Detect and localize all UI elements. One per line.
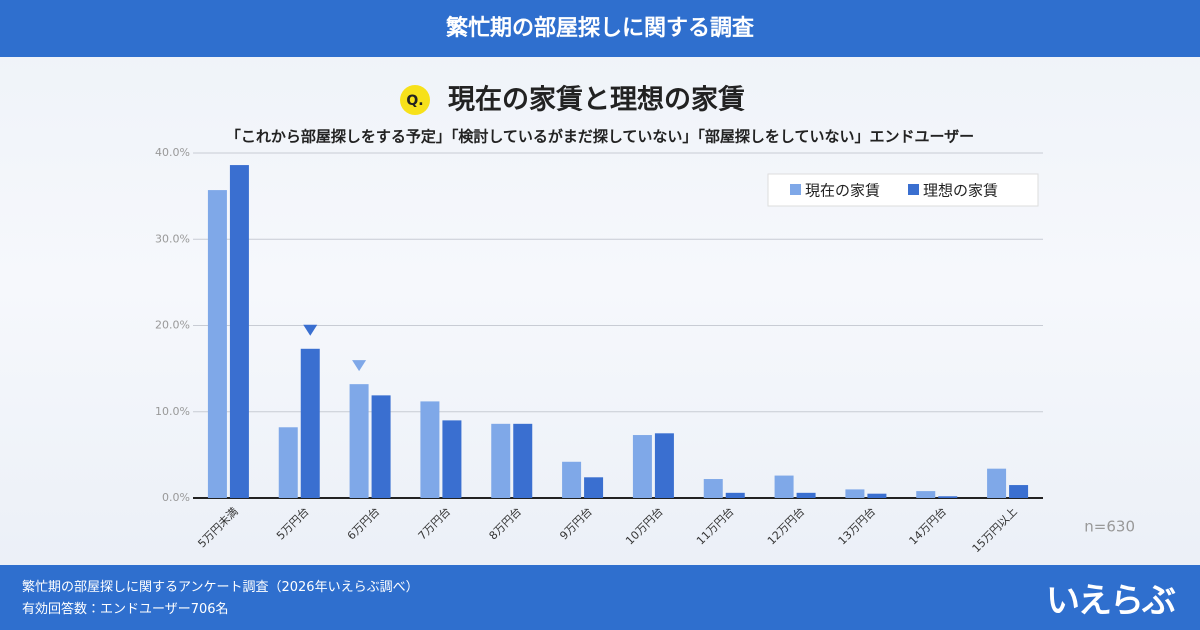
q-badge <box>400 85 430 115</box>
bar <box>987 468 1007 498</box>
x-tick-label: 5万円台 <box>273 504 311 542</box>
x-tick-label: 7万円台 <box>415 504 453 542</box>
highlight-marker <box>303 324 318 336</box>
chart-title: 現在の家賃と理想の家賃 <box>448 85 745 116</box>
x-tick-label: 15万円以上 <box>970 505 1020 555</box>
bar <box>278 427 298 498</box>
footer-source: 繁忙期の部屋探しに関するアンケート調査（2026年いえらぶ調べ） <box>22 580 419 595</box>
legend-label: 理想の家賃 <box>923 182 998 200</box>
bar <box>300 348 320 498</box>
chart: Q. 現在の家賃と理想の家賃 「これから部屋探しをする予定」「検討しているがまだ… <box>155 85 1135 556</box>
legend-box <box>767 173 1039 207</box>
bar <box>513 423 533 498</box>
bar <box>725 492 745 498</box>
bar <box>916 491 936 498</box>
highlight-marker <box>352 360 367 372</box>
logo: いえらぶ <box>1046 581 1176 621</box>
x-tick-label: 13万円台 <box>835 504 878 547</box>
bar <box>703 479 723 498</box>
bar <box>562 461 582 498</box>
bar <box>1009 485 1029 498</box>
bar <box>349 384 369 498</box>
x-tick-label: 5万円未満 <box>195 505 240 550</box>
footer: 繁忙期の部屋探しに関するアンケート調査（2026年いえらぶ調べ） 有効回答数：エ… <box>0 565 1200 630</box>
bar <box>796 492 816 498</box>
legend-swatch <box>790 184 801 195</box>
y-tick-label: 0.0% <box>162 491 190 504</box>
bar <box>442 420 462 498</box>
bar <box>584 477 604 498</box>
y-tick-label: 10.0% <box>155 405 190 418</box>
header-title: 繁忙期の部屋探しに関する調査 <box>0 0 1200 57</box>
bar <box>938 496 958 498</box>
bar <box>774 475 794 498</box>
bar <box>845 489 865 498</box>
chart-subtitle: 「これから部屋探しをする予定」「検討しているがまだ探していない」「部屋探しをして… <box>226 128 974 146</box>
x-tick-label: 11万円台 <box>693 504 736 547</box>
legend-label: 現在の家賃 <box>805 182 880 200</box>
bar <box>867 493 887 498</box>
bar <box>420 401 440 498</box>
x-tick-label: 9万円台 <box>557 504 595 542</box>
bar <box>371 395 391 498</box>
x-tick-label: 8万円台 <box>486 504 524 542</box>
x-tick-label: 12万円台 <box>764 504 807 547</box>
x-tick-label: 10万円台 <box>623 504 666 547</box>
y-tick-label: 20.0% <box>155 319 190 332</box>
x-tick-label: 14万円台 <box>906 504 949 547</box>
bar <box>491 423 511 498</box>
y-tick-label: 30.0% <box>155 232 190 245</box>
bar <box>229 165 249 498</box>
x-tick-label: 6万円台 <box>344 504 382 542</box>
sample-size: n=630 <box>1084 518 1135 536</box>
bar <box>207 190 227 498</box>
legend-swatch <box>908 184 919 195</box>
bar <box>654 433 674 498</box>
footer-respondents: 有効回答数：エンドユーザー706名 <box>22 602 229 617</box>
y-tick-label: 40.0% <box>155 146 190 159</box>
bar <box>632 435 652 498</box>
q-badge-label: Q. <box>406 93 423 109</box>
